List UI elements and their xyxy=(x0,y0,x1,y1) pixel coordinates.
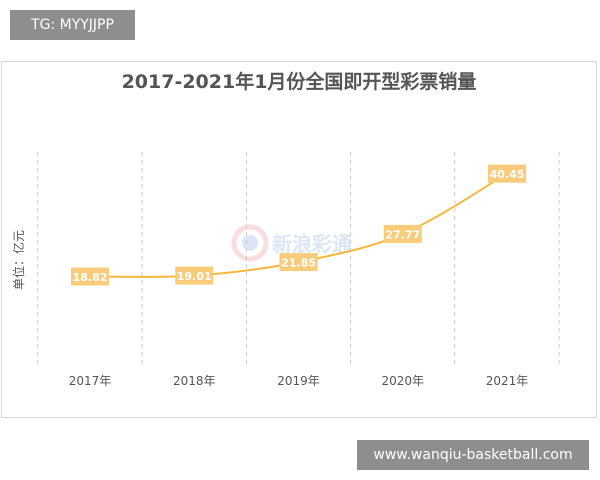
data-label: 21.85 xyxy=(281,257,316,270)
data-label-box xyxy=(383,224,422,243)
data-label: 19.01 xyxy=(177,270,212,283)
chart-frame xyxy=(1,61,597,418)
svg-text:新浪彩通: 新浪彩通 xyxy=(272,232,352,256)
data-label-box xyxy=(175,266,214,285)
x-tick-label: 2019年 xyxy=(277,374,320,388)
data-label-box xyxy=(488,164,526,183)
chart-title: 2017-2021年1月份全国即开型彩票销量 xyxy=(122,70,477,93)
x-tick-label: 2020年 xyxy=(381,374,424,388)
data-label: 40.45 xyxy=(490,168,525,181)
x-tick-label: 2017年 xyxy=(69,374,112,388)
y-axis-label: 单位：亿元 xyxy=(11,230,26,290)
tg-badge: TG: MYYJJPP xyxy=(10,10,135,40)
x-tick-label: 2021年 xyxy=(486,374,529,388)
data-label: 18.82 xyxy=(73,271,108,284)
site-badge: www.wanqiu-basketball.com xyxy=(357,440,589,470)
data-label-box xyxy=(279,253,318,272)
data-label: 27.77 xyxy=(385,228,420,241)
watermark-logo: 新浪彩通 xyxy=(231,224,352,262)
data-label-box xyxy=(71,267,109,286)
x-tick-label: 2018年 xyxy=(173,374,216,388)
